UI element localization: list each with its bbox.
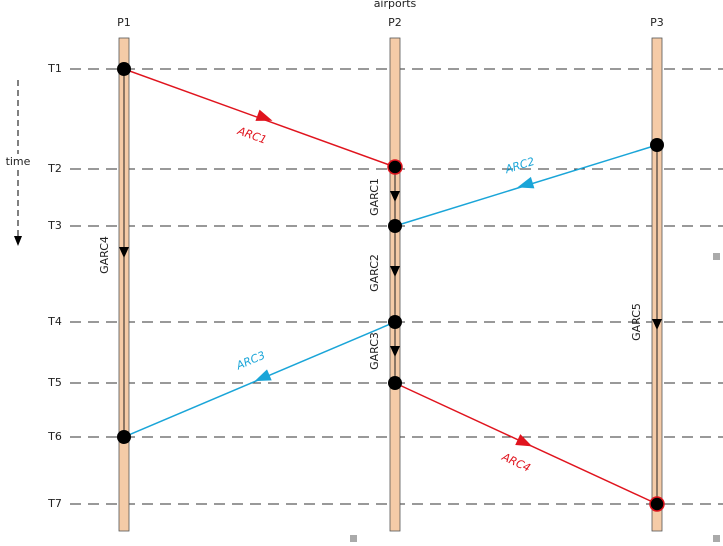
arcs [123,68,658,505]
arc-label: ARC3 [234,349,267,373]
process-label: P2 [388,16,402,29]
garc-label: GARC4 [98,236,111,274]
resize-handles [350,253,720,542]
process-label: P3 [650,16,664,29]
time-label: T5 [47,376,62,389]
axis-label: time [6,155,31,168]
time-label: T2 [47,162,62,175]
process-label: P1 [117,16,131,29]
arc-label: ARC4 [499,450,532,475]
time-label: T4 [47,315,62,328]
garc-label: GARC3 [368,332,381,370]
nodes [117,62,665,512]
time-label: T1 [47,62,62,75]
time-label: T3 [47,219,62,232]
garc-label: GARC5 [630,303,643,341]
arc-label: ARC1 [235,124,268,147]
arc-label: ARC2 [503,155,536,176]
process-bars [118,37,663,532]
title: airports [374,0,417,10]
garc-label: GARC1 [368,178,381,216]
time-label: T6 [47,430,62,443]
garc-label: GARC2 [368,254,381,292]
time-axis [2,80,34,246]
garc-arrows [119,191,662,357]
time-label: T7 [47,497,62,510]
